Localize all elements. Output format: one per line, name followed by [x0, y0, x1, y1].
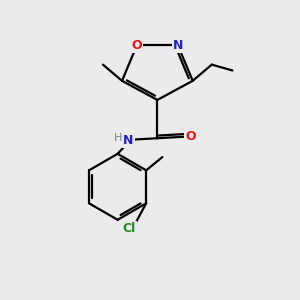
Text: N: N: [123, 134, 134, 147]
Text: N: N: [173, 39, 183, 52]
Text: H: H: [113, 133, 122, 143]
Text: Cl: Cl: [123, 222, 136, 236]
Text: O: O: [185, 130, 196, 143]
Text: O: O: [131, 39, 142, 52]
